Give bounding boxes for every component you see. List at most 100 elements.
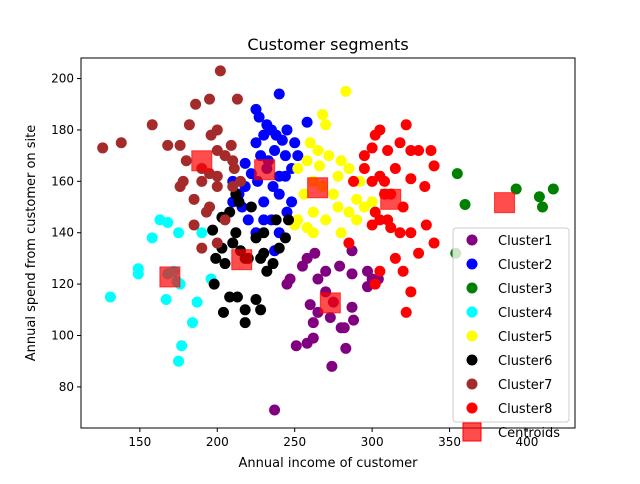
point-cluster6-4 [227, 237, 239, 249]
point-cluster5-10 [351, 193, 363, 205]
point-cluster8-21 [366, 219, 378, 231]
legend-label: Cluster2 [498, 258, 552, 273]
point-cluster2-38 [239, 157, 251, 169]
point-cluster1-8 [284, 273, 296, 285]
point-cluster2-5 [289, 137, 301, 149]
point-cluster1-2 [340, 342, 352, 354]
point-cluster5-1 [317, 109, 329, 121]
point-cluster3-2 [510, 183, 522, 195]
point-cluster8-36 [379, 175, 391, 187]
point-cluster5-25 [301, 155, 313, 167]
point-cluster2-25 [286, 196, 298, 208]
point-cluster2-2 [253, 111, 265, 123]
x-axis-label: Annual income of customer [239, 456, 419, 471]
point-cluster2-35 [279, 150, 291, 162]
point-cluster2-12 [255, 150, 267, 162]
point-cluster2-34 [273, 170, 285, 182]
point-cluster2-30 [267, 180, 279, 192]
point-cluster7-1 [115, 137, 127, 149]
point-cluster1-13 [320, 265, 332, 277]
point-cluster7-23 [188, 193, 200, 205]
point-cluster7-31 [211, 237, 223, 249]
centroid-marker-7 [319, 292, 341, 314]
point-cluster2-15 [245, 168, 257, 180]
point-cluster7-7 [204, 93, 216, 105]
point-cluster8-11 [425, 145, 437, 156]
point-cluster1-10 [301, 252, 313, 264]
point-cluster7-9 [231, 93, 243, 105]
centroid-marker-4 [494, 192, 516, 214]
point-cluster6-10 [250, 232, 262, 244]
point-cluster6-30 [258, 227, 270, 239]
point-cluster2-36 [250, 137, 262, 149]
point-cluster7-14 [225, 139, 237, 151]
point-cluster5-8 [343, 162, 355, 174]
point-cluster7-6 [190, 98, 202, 110]
centroid-marker-0 [191, 150, 213, 172]
point-cluster3-4 [547, 183, 559, 195]
point-cluster6-18 [270, 214, 282, 226]
point-cluster3-1 [459, 198, 471, 210]
point-cluster6-22 [208, 278, 220, 290]
y-axis: 80 100 120 140 160 180 200 [51, 72, 81, 394]
point-cluster8-9 [405, 145, 417, 156]
plot-marks [97, 65, 559, 416]
point-cluster5-14 [307, 206, 319, 218]
point-cluster4-7 [196, 227, 208, 239]
legend-marker-cluster5 [466, 330, 478, 342]
point-cluster5-27 [313, 160, 325, 172]
point-cluster6-15 [273, 242, 285, 254]
point-cluster4-13 [176, 340, 188, 352]
y-tick-label: 100 [51, 329, 74, 343]
point-cluster6-23 [217, 306, 229, 318]
point-cluster7-3 [162, 139, 174, 151]
point-cluster3-5 [536, 201, 548, 213]
point-cluster2-29 [292, 150, 304, 162]
point-cluster2-8 [261, 119, 273, 131]
point-cluster4-0 [104, 291, 116, 303]
point-cluster6-16 [279, 232, 291, 244]
legend-label: Cluster6 [498, 354, 552, 369]
y-tick-label: 200 [51, 72, 74, 86]
legend-marker-centroids [462, 422, 482, 442]
point-cluster6-28 [250, 294, 262, 306]
point-cluster6-7 [219, 258, 231, 270]
legend-marker-cluster7 [466, 378, 478, 390]
point-cluster1-15 [346, 268, 358, 280]
point-cluster1-27 [324, 312, 336, 324]
point-cluster8-13 [419, 180, 431, 192]
legend-marker-cluster6 [466, 354, 478, 366]
point-cluster6-25 [231, 291, 243, 303]
point-cluster4-6 [173, 227, 185, 239]
centroid-marker-5 [159, 266, 181, 288]
point-cluster7-5 [183, 119, 195, 131]
x-tick-label: 350 [438, 435, 461, 449]
point-cluster2-20 [242, 214, 254, 226]
point-cluster7-28 [196, 175, 208, 187]
point-cluster7-30 [188, 219, 200, 231]
legend-label: Cluster1 [498, 234, 552, 249]
point-cluster1-14 [334, 260, 346, 272]
y-tick-label: 120 [51, 277, 74, 291]
plot-frame [80, 57, 576, 429]
point-cluster2-0 [273, 88, 285, 100]
point-cluster6-3 [230, 227, 242, 239]
point-cluster6-6 [210, 252, 222, 264]
point-cluster6-12 [258, 247, 270, 259]
x-tick-label: 300 [361, 435, 384, 449]
point-cluster1-21 [307, 317, 319, 329]
point-cluster1-0 [269, 404, 281, 416]
legend-frame [452, 227, 570, 423]
point-cluster8-35 [343, 237, 355, 249]
point-cluster8-26 [420, 219, 432, 231]
point-cluster8-12 [428, 160, 440, 172]
point-cluster1-5 [348, 314, 360, 326]
point-cluster5-0 [340, 85, 352, 97]
point-cluster5-3 [304, 137, 316, 149]
centroid-marker-6 [231, 249, 253, 271]
point-cluster7-16 [228, 162, 240, 174]
legend: Cluster1 Cluster2 Cluster3 Cluster4 Cluster5… [452, 227, 570, 442]
point-cluster3-0 [451, 168, 463, 180]
legend-label: Cluster8 [498, 402, 552, 417]
